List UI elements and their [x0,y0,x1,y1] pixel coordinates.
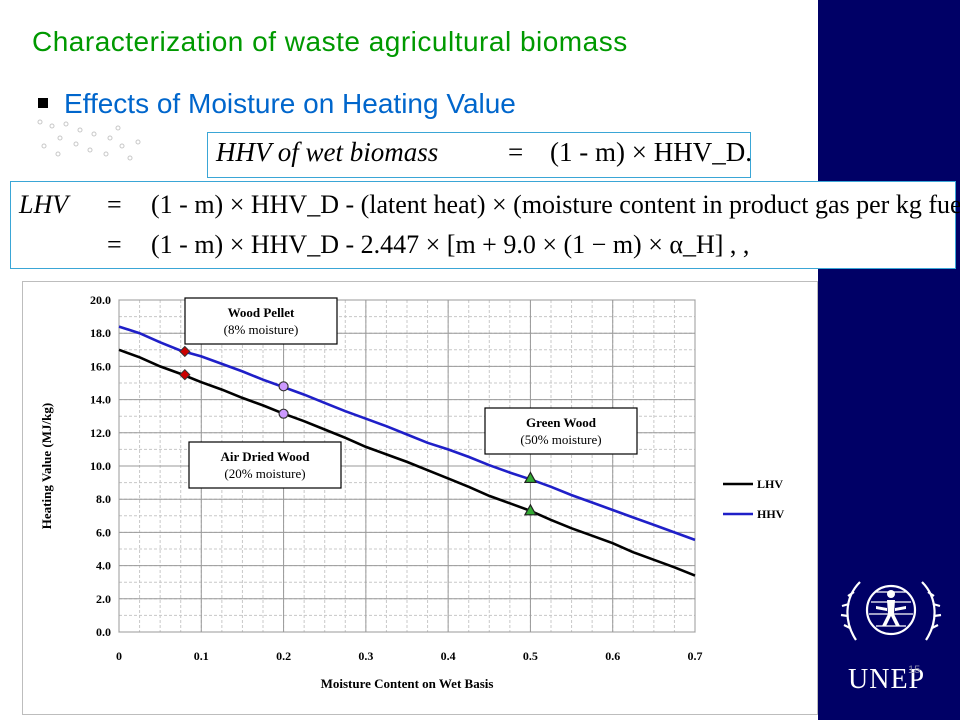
eq1-lhs: HHV of wet biomass [216,137,439,167]
hhv-equation: HHV of wet biomass = (1 - m) × HHV_D. [207,132,752,178]
eq1-equals: = [508,137,524,167]
subtitle-text: Effects of Moisture on Heating Value [64,88,516,119]
bullet-icon [38,97,48,108]
x-tick-label: 0.7 [688,649,703,663]
y-tick-label: 4.0 [96,559,111,573]
y-tick-label: 20.0 [90,293,111,307]
slide-subtitle: Effects of Moisture on Heating Value [38,88,516,120]
x-tick-label: 0 [116,649,122,663]
x-tick-label: 0.2 [276,649,291,663]
y-tick-label: 14.0 [90,393,111,407]
legend-label-hhv: HHV [757,507,785,521]
x-tick-label: 0.3 [358,649,373,663]
y-tick-label: 12.0 [90,426,111,440]
y-tick-label: 0.0 [96,625,111,639]
annotation-box [484,407,638,455]
x-tick-label: 0.6 [605,649,620,663]
data-marker-triangle [523,471,537,484]
y-tick-label: 10.0 [90,459,111,473]
y-tick-label: 18.0 [90,326,111,340]
annotation-title: Air Dried Wood [220,449,310,464]
data-marker-triangle [523,503,537,516]
annotation-box [188,441,342,489]
unep-logo-text: UNEP [848,664,926,695]
y-tick-label: 16.0 [90,359,111,373]
heating-value-chart: 0.0 2.0 4.0 6.0 8.0 10.0 12.0 14.0 16.0 18.0 20.0 0… [22,281,818,715]
annotation-subtitle: (20% moisture) [224,466,305,481]
eq1-rhs: (1 - m) × HHV_D. [550,137,752,167]
eq2-line1-equals: = [107,190,122,219]
y-tick-label: 2.0 [96,592,111,606]
x-tick-label: 0.4 [441,649,456,663]
eq2-line2-rhs: (1 - m) × HHV_D - 2.447 × [m + 9.0 × (1 … [151,230,750,259]
annotation-box [184,297,338,345]
legend-label-lhv: LHV [757,477,783,491]
slide-title: Characterization of waste agricultural b… [32,26,628,57]
data-marker-circle [278,408,289,419]
y-tick-label: 6.0 [96,525,111,539]
eq2-lhs: LHV [19,190,69,219]
eq2-line2-equals: = [107,230,122,259]
chart-svg: 0.0 2.0 4.0 6.0 8.0 10.0 12.0 14.0 16.0 18.0 20.0 0… [39,293,785,691]
page-number: 15 [908,664,921,676]
data-marker-diamond [179,368,191,381]
unep-emblem-icon [840,581,942,641]
annotation-title: Green Wood [526,415,597,430]
series-line-hhv [118,325,696,542]
eq2-line1-rhs: (1 - m) × HHV_D - (latent heat) × (moist… [151,190,960,219]
decorative-dots-icon [37,119,141,161]
annotation-title: Wood Pellet [228,305,295,320]
x-axis-label: Moisture Content on Wet Basis [321,676,494,691]
y-tick-label: 8.0 [96,492,111,506]
series-line-lhv [118,348,696,577]
annotation-subtitle: (8% moisture) [224,322,299,337]
x-tick-label: 0.1 [194,649,209,663]
y-axis-label: Heating Value (MJ/kg) [39,403,54,529]
data-marker-circle [278,381,289,392]
lhv-equation: LHV = (1 - m) × HHV_D - (latent heat) × … [10,181,960,269]
x-tick-label: 0.5 [523,649,538,663]
annotation-subtitle: (50% moisture) [520,432,601,447]
data-marker-diamond [179,345,191,358]
